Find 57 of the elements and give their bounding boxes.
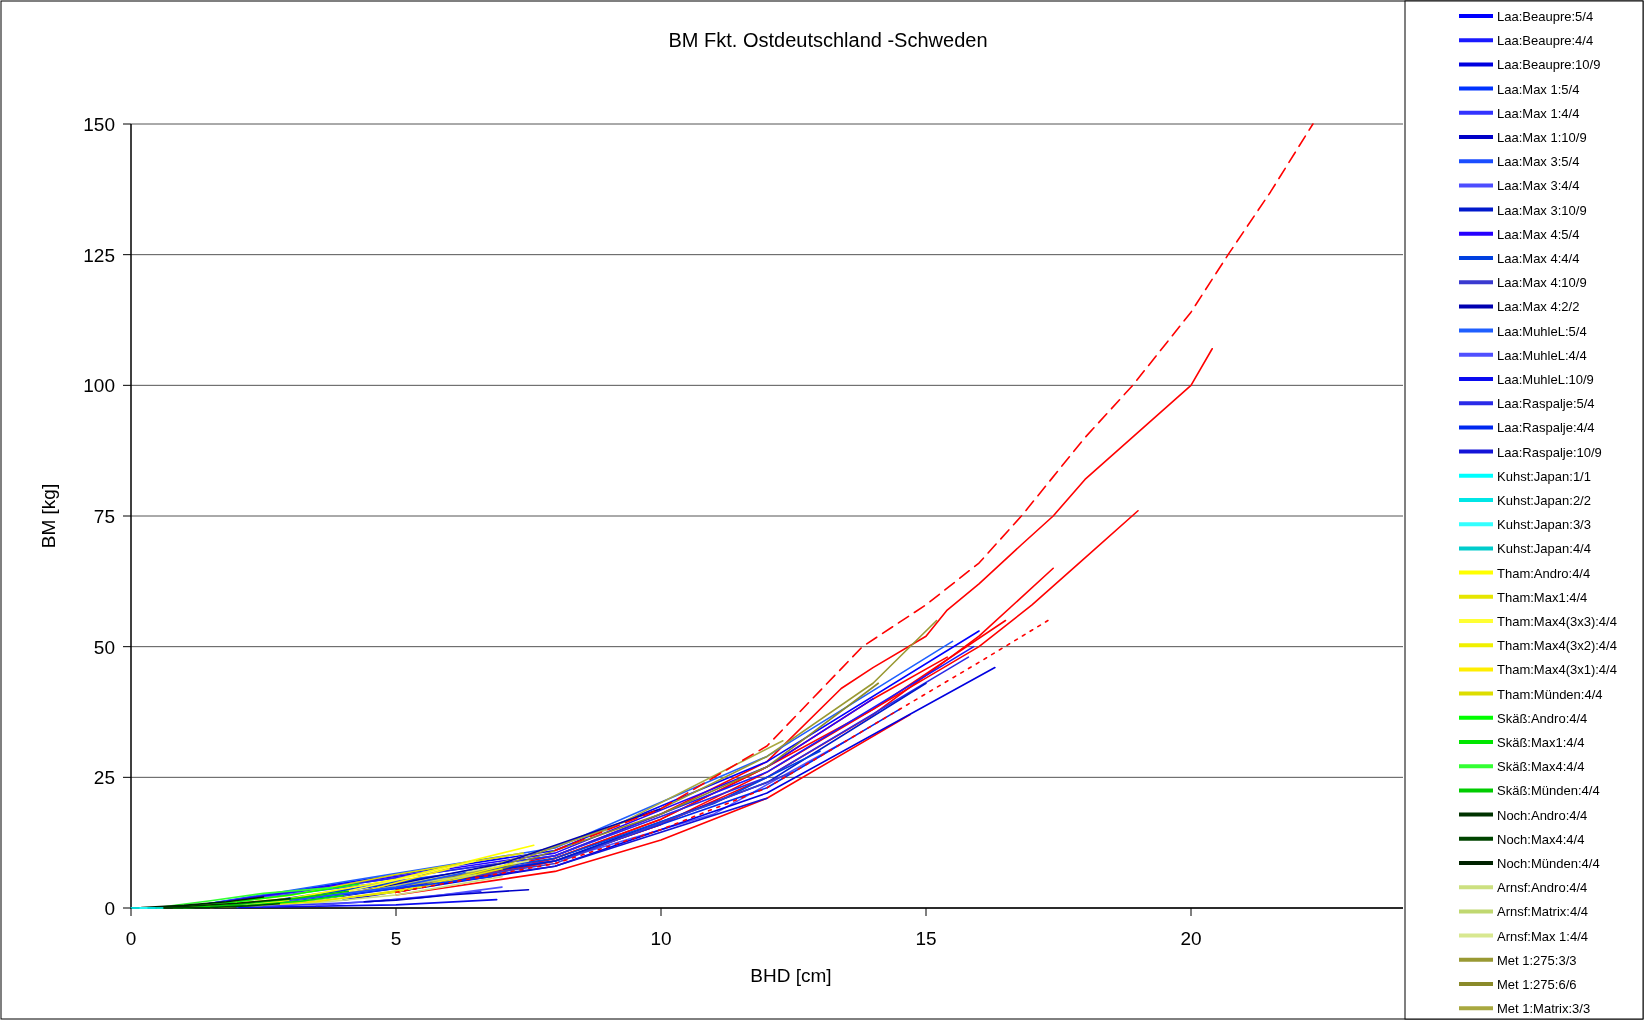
x-tick-label: 10 [650, 928, 672, 949]
legend-label: Skäß:Max1:4/4 [1497, 735, 1585, 750]
x-tick-label: 5 [390, 928, 402, 949]
legend-label: Met 1:275:3/3 [1497, 952, 1577, 968]
legend-label: Noch:Münden:4/4 [1497, 856, 1600, 871]
chart-title: BM Fkt. Ostdeutschland -Schweden [668, 29, 988, 51]
legend-label: Kuhst:Japan:4/4 [1497, 541, 1591, 557]
legend-label: Laa:MuhleL:4/4 [1497, 347, 1587, 363]
legend-label: Kuhst:Japan:1/1 [1497, 468, 1591, 484]
legend-label: Skäß:Münden:4/4 [1497, 783, 1600, 799]
legend-label: Laa:Raspalje:10/9 [1497, 444, 1602, 460]
x-tick-label: 20 [1180, 928, 1202, 949]
legend-label: Laa:Max 1:4/4 [1497, 105, 1580, 121]
legend-label: Tham:Münden:4/4 [1497, 686, 1603, 702]
y-tick-label: 125 [83, 244, 115, 266]
legend-label: Laa:MuhleL:5/4 [1497, 323, 1587, 339]
legend-label: Laa:Max 4:2/2 [1497, 299, 1580, 315]
x-tick-label: 15 [915, 928, 937, 949]
y-tick-label: 150 [83, 114, 115, 135]
y-tick-label: 25 [93, 767, 115, 789]
legend-label: Met 1:275:6/6 [1497, 977, 1577, 992]
legend-label: Arnsf:Max 1:4/4 [1497, 928, 1589, 944]
legend-label: Tham:Andro:4/4 [1497, 565, 1591, 581]
legend-label: Laa:Max 4:4/4 [1497, 251, 1580, 266]
legend-label: Laa:Raspalje:4/4 [1497, 420, 1595, 436]
legend-label: Laa:Max 3:4/4 [1497, 178, 1580, 194]
legend-label: Laa:Raspalje:5/4 [1497, 396, 1595, 412]
legend-label: Skäß:Andro:4/4 [1497, 710, 1588, 726]
legend-label: Laa:Beaupre:5/4 [1497, 9, 1594, 24]
legend-label: Arnsf:Matrix:4/4 [1497, 904, 1589, 920]
x-tick-label: 0 [125, 928, 137, 949]
legend-label: Laa:Max 3:10/9 [1497, 202, 1587, 218]
legend-label: Laa:Beaupre:10/9 [1497, 57, 1601, 73]
y-tick-label: 0 [104, 898, 115, 919]
y-tick-label: 75 [93, 506, 115, 527]
legend-label: Arnsf:Andro:4/4 [1497, 880, 1588, 896]
legend-label: Laa:Beaupre:4/4 [1497, 33, 1594, 49]
y-axis-title: BM [kg] [38, 483, 59, 549]
legend-label: Skäß:Max4:4/4 [1497, 759, 1585, 775]
legend-label: Laa:Max 4:10/9 [1497, 275, 1587, 291]
legend-label: Kuhst:Japan:2/2 [1497, 493, 1591, 508]
legend-label: Tham:Max4(3x3):4/4 [1497, 614, 1617, 629]
y-tick-label: 100 [83, 375, 115, 397]
legend-label: Noch:Max4:4/4 [1497, 831, 1585, 847]
legend-label: Met 1:Matrix:3/3 [1497, 1001, 1591, 1017]
legend-label: Kuhst:Japan:3/3 [1497, 517, 1591, 533]
legend-label: Tham:Max1:4/4 [1497, 589, 1588, 605]
legend-label: Tham:Max4(3x2):4/4 [1497, 638, 1617, 654]
legend-label: Laa:Max 4:5/4 [1497, 226, 1580, 242]
legend-label: Laa:MuhleL:10/9 [1497, 372, 1594, 387]
legend-label: Laa:Max 1:5/4 [1497, 81, 1580, 97]
legend-label: Laa:Max 1:10/9 [1497, 130, 1587, 145]
x-axis-title: BHD [cm] [750, 965, 832, 986]
y-tick-label: 50 [93, 636, 115, 658]
legend-label: Noch:Andro:4/4 [1497, 807, 1588, 823]
legend-label: Tham:Max4(3x1):4/4 [1497, 662, 1617, 678]
legend-label: Laa:Max 3:5/4 [1497, 154, 1580, 170]
